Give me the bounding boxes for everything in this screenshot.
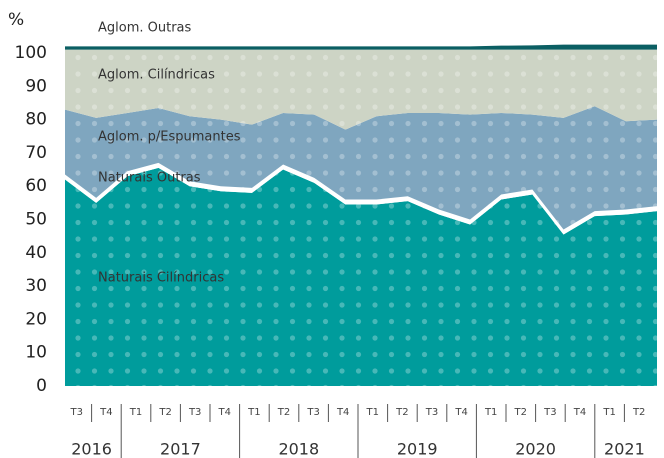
x-tick-label: T4: [454, 407, 467, 418]
y-axis-label: %: [8, 10, 24, 30]
year-label: 2018: [278, 440, 319, 458]
x-tick-label: T3: [70, 407, 83, 418]
x-tick-label: T3: [188, 407, 201, 418]
dot-pattern: [65, 49, 657, 130]
x-tick-label: T2: [514, 407, 527, 418]
x-tick-label: T4: [573, 407, 586, 418]
x-tick-label: T2: [277, 407, 290, 418]
y-tick-label: 20: [25, 309, 47, 329]
series-label: Aglom. Outras: [98, 21, 192, 36]
x-tick-label: T3: [306, 407, 319, 418]
y-tick-label: 0: [36, 376, 47, 396]
year-label: 2016: [71, 440, 112, 458]
x-tick-label: T3: [425, 407, 438, 418]
y-tick-label: 40: [25, 243, 47, 263]
y-tick-label: 30: [25, 276, 47, 296]
x-tick-label: T2: [632, 407, 645, 418]
y-tick-label: 60: [25, 176, 47, 196]
x-tick-label: T4: [218, 407, 231, 418]
dot-pattern: [65, 106, 657, 230]
y-tick-label: 70: [25, 143, 47, 163]
year-label: 2017: [160, 440, 201, 458]
x-tick-label: T1: [602, 407, 615, 418]
year-label: 2019: [397, 440, 438, 458]
series-label: Aglom. p/Espumantes: [98, 130, 241, 145]
y-tick-label: 10: [25, 343, 47, 363]
x-tick-label: T1: [247, 407, 260, 418]
y-tick-label: 50: [25, 210, 47, 230]
y-tick-label: 80: [25, 110, 47, 130]
year-label: 2021: [604, 440, 645, 458]
x-tick-label: T4: [99, 407, 112, 418]
x-tick-label: T3: [543, 407, 556, 418]
series-label: Aglom. Cilíndricas: [98, 68, 215, 83]
series-label: Naturais Cilíndricas: [98, 271, 224, 286]
x-tick-label: T1: [129, 407, 142, 418]
y-tick-label: 90: [25, 76, 47, 96]
dot-pattern: [65, 44, 657, 50]
dot-pattern: [65, 167, 657, 386]
area: [65, 162, 657, 235]
x-tick-label: T2: [395, 407, 408, 418]
x-tick-label: T1: [366, 407, 379, 418]
y-tick-label: 100: [15, 43, 47, 63]
x-tick-label: T1: [484, 407, 497, 418]
year-label: 2020: [515, 440, 556, 458]
series-label: Naturais Outras: [98, 171, 201, 186]
x-tick-label: T4: [336, 407, 349, 418]
x-tick-label: T2: [158, 407, 171, 418]
